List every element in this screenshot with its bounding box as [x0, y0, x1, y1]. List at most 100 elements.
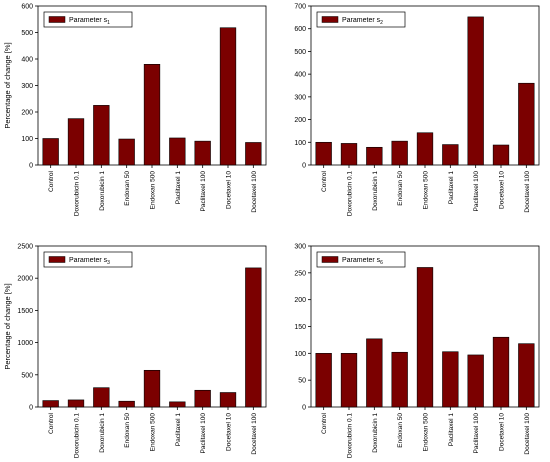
y-tick-label: 300: [294, 244, 306, 251]
x-tick-label: Paclitaxel 100: [200, 171, 207, 212]
x-tick-label: Doxorubicin 0.1: [347, 171, 354, 217]
y-axis-label: Percentage of change [%]: [3, 42, 12, 128]
bar-endoxan-50: [391, 351, 408, 408]
x-tick-label: Doxorubicin 1: [372, 171, 379, 211]
y-tick-label: 200: [21, 110, 33, 117]
y-tick-label: 0: [29, 405, 33, 412]
x-tick-label: Docetaxel 10: [499, 171, 506, 209]
y-tick-label: 100: [21, 136, 33, 143]
legend-label-main: Parameter s: [342, 257, 381, 264]
x-tick-label: Docetaxel 100: [251, 171, 258, 213]
bar-endoxan-500: [416, 267, 434, 408]
chart-2: 0 100 200 300 400 500 600 700 Control Doxorubicin…: [294, 4, 540, 217]
bar-endoxan-50: [391, 140, 408, 166]
legend-label-main: Parameter s: [69, 17, 108, 24]
x-tick-label: Control: [321, 412, 328, 434]
x-tick-label: Docetaxel 10: [226, 171, 233, 209]
bar-doxorubicin-0-1: [67, 399, 85, 408]
legend-label: Parameter s2: [342, 17, 383, 26]
bar-paclitaxel-100: [467, 16, 484, 166]
legend-swatch: [321, 16, 339, 23]
legend: Parameter s1: [43, 11, 133, 28]
y-tick-label: 200: [294, 297, 306, 304]
bar-paclitaxel-100: [194, 389, 211, 408]
legend: Parameter s3: [43, 251, 133, 268]
y-tick-label: 500: [21, 372, 33, 379]
bar-doxorubicin-0-1: [67, 118, 85, 166]
chart-4: 0 50 100 150 200 250 300 Control Doxorubicin 0.1…: [294, 244, 540, 458]
y-tick-label: 700: [294, 4, 306, 11]
bar-paclitaxel-1: [442, 144, 459, 166]
bar-paclitaxel-1: [169, 401, 186, 408]
bar-paclitaxel-1: [169, 137, 186, 166]
x-tick-label: Endoxan 500: [150, 413, 157, 452]
bar-docetaxel-100: [245, 142, 262, 166]
x-tick-label: Paclitaxel 1: [448, 413, 455, 447]
bar-endoxan-500: [143, 64, 161, 166]
legend-label-main: Parameter s: [69, 257, 108, 264]
bar-control: [315, 353, 332, 408]
bar-doxorubicin-1: [93, 387, 110, 408]
x-tick-label: Endoxan 50: [397, 413, 404, 448]
bar-endoxan-50: [118, 138, 135, 166]
x-tick-label: Docetaxel 100: [251, 413, 258, 455]
legend-swatch: [48, 256, 66, 263]
legend-box: [316, 11, 406, 28]
y-tick-label: 100: [294, 351, 306, 358]
y-tick-label: 250: [294, 270, 306, 277]
x-tick-label: Doxorubicin 0.1: [74, 413, 81, 459]
bar-doxorubicin-0-1: [340, 143, 358, 166]
bar-paclitaxel-1: [442, 351, 459, 408]
x-tick-label: Control: [321, 170, 328, 192]
bar-doxorubicin-1: [366, 146, 383, 166]
y-tick-label: 500: [294, 49, 306, 56]
bar-doxorubicin-0-1: [340, 353, 358, 408]
y-tick-label: 300: [21, 83, 33, 90]
x-tick-label: Docetaxel 100: [524, 171, 531, 213]
bar-docetaxel-10: [492, 336, 510, 408]
bar-paclitaxel-100: [467, 354, 484, 408]
x-tick-label: Paclitaxel 100: [473, 171, 480, 212]
legend-swatch: [48, 16, 66, 23]
y-tick-label: 2000: [17, 276, 33, 283]
legend-box: [43, 11, 133, 28]
y-tick-label: 1500: [17, 308, 33, 315]
x-tick-label: Endoxan 50: [124, 413, 131, 448]
x-tick-label: Doxorubicin 1: [372, 413, 379, 453]
bar-docetaxel-100: [245, 267, 262, 408]
x-tick-label: Docetaxel 10: [226, 413, 233, 451]
bar-docetaxel-100: [518, 82, 535, 166]
x-tick-label: Paclitaxel 1: [175, 413, 182, 447]
bar-docetaxel-100: [518, 343, 535, 408]
legend-label-subscript: 6: [380, 260, 383, 266]
y-tick-label: 200: [294, 117, 306, 124]
y-tick-label: 0: [302, 405, 306, 412]
x-tick-label: Endoxan 500: [423, 413, 430, 452]
y-axis-label: Percentage of change [%]: [3, 283, 12, 369]
legend-label-subscript: 3: [107, 260, 110, 266]
bar-endoxan-500: [143, 369, 161, 408]
y-tick-label: 600: [294, 26, 306, 33]
y-tick-label: 400: [21, 57, 33, 64]
legend-label: Parameter s1: [69, 17, 110, 26]
legend-label-subscript: 1: [107, 20, 110, 26]
x-tick-label: Endoxan 50: [397, 171, 404, 206]
y-tick-label: 300: [294, 94, 306, 101]
legend-box: [43, 251, 133, 268]
legend-label: Parameter s3: [69, 257, 110, 266]
bar-paclitaxel-100: [194, 140, 211, 166]
y-tick-label: 100: [294, 140, 306, 147]
x-tick-label: Paclitaxel 100: [200, 413, 207, 454]
bar-doxorubicin-1: [93, 105, 110, 166]
legend-swatch: [321, 256, 339, 263]
y-tick-label: 400: [294, 72, 306, 79]
bar-control: [315, 141, 332, 166]
chart-1: 0 100 200 300 400 500 600 Percentage of change …: [3, 4, 267, 216]
y-tick-label: 500: [21, 30, 33, 37]
bar-control: [42, 400, 59, 408]
y-tick-label: 2500: [17, 244, 33, 251]
bar-endoxan-50: [118, 400, 135, 408]
y-tick-label: 600: [21, 4, 33, 11]
bar-endoxan-500: [416, 132, 434, 166]
